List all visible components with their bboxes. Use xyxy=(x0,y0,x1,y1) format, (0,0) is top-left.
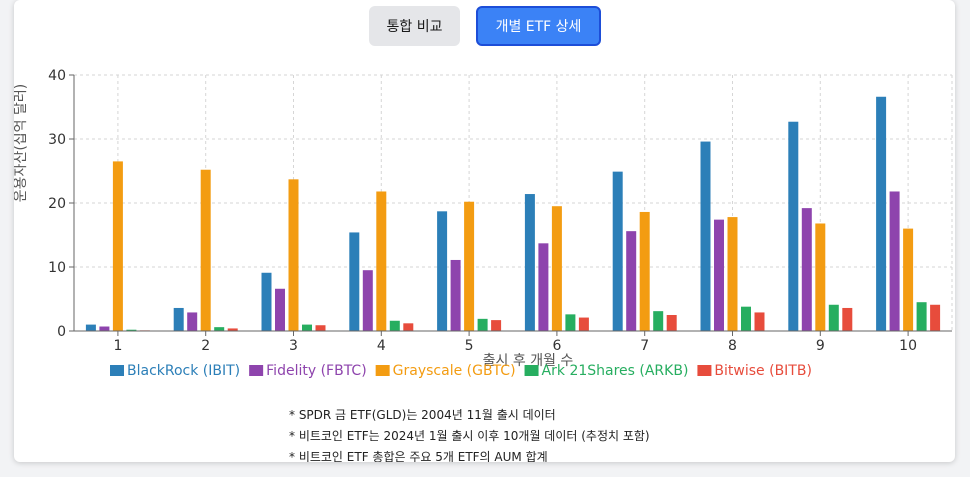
bar-1-9 xyxy=(788,121,799,331)
x-tick-label: 5 xyxy=(465,338,474,354)
bar-3-9 xyxy=(815,223,826,331)
y-tick-label: 0 xyxy=(57,324,66,340)
bar-2-2 xyxy=(187,312,198,331)
x-tick-label: 7 xyxy=(640,338,649,354)
bar-1-10 xyxy=(876,96,887,331)
footnote-gld: * SPDR 금 ETF(GLD)는 2004년 11월 출시 데이터 xyxy=(289,408,556,422)
bar-4-3 xyxy=(302,324,312,331)
bar-4-7 xyxy=(653,311,664,331)
legend-label-3: Grayscale (GBTC) xyxy=(393,363,516,379)
footnotes: * SPDR 금 ETF(GLD)는 2004년 11월 출시 데이터 * 비트… xyxy=(289,405,789,462)
bar-5-4 xyxy=(403,323,414,331)
x-tick-label: 8 xyxy=(728,338,737,354)
legend-label-4: Ark 21Shares (ARKB) xyxy=(542,363,689,379)
bar-2-6 xyxy=(538,243,549,331)
y-tick-label: 40 xyxy=(48,68,66,84)
bar-1-3 xyxy=(261,272,272,331)
tab-combined-comparison[interactable]: 통합 비교 xyxy=(369,6,460,46)
bar-2-1 xyxy=(99,326,110,331)
bar-2-8 xyxy=(714,219,724,331)
x-tick-label: 4 xyxy=(377,338,386,354)
x-tick-label: 3 xyxy=(289,338,298,354)
y-tick-label: 30 xyxy=(48,132,66,148)
bar-3-8 xyxy=(727,217,738,331)
bar-2-10 xyxy=(889,191,900,331)
bar-5-10 xyxy=(930,304,941,331)
bar-4-2 xyxy=(214,327,225,331)
bar-2-4 xyxy=(362,270,373,331)
legend-swatch-3 xyxy=(375,365,390,376)
bar-5-8 xyxy=(754,312,765,331)
bar-1-6 xyxy=(524,194,535,331)
y-axis-title: 운용자산(십억 달러) xyxy=(14,84,29,202)
bar-2-3 xyxy=(275,288,285,331)
x-axis-title: 출시 후 개월 수 xyxy=(483,353,574,369)
x-tick-label: 6 xyxy=(552,338,561,354)
bar-5-6 xyxy=(578,317,589,331)
legend-label-1: BlackRock (IBIT) xyxy=(127,363,240,379)
bar-4-5 xyxy=(477,318,488,331)
legend-label-2: Fidelity (FBTC) xyxy=(266,363,367,379)
bar-1-7 xyxy=(612,171,623,331)
bar-4-6 xyxy=(565,314,576,331)
bar-3-5 xyxy=(464,201,475,331)
x-tick-label: 1 xyxy=(113,338,122,354)
legend-swatch-2 xyxy=(249,365,264,376)
bar-1-8 xyxy=(700,141,711,331)
bar-5-9 xyxy=(842,307,853,331)
legend-swatch-5 xyxy=(697,365,712,376)
bar-4-9 xyxy=(828,304,839,331)
bar-4-1 xyxy=(126,329,137,331)
bar-3-3 xyxy=(288,179,299,331)
chart-card: 통합 비교 개별 ETF 상세 0 10 20 30 40 1 2 3 4 5 6 7 8 9 10 출시 후… xyxy=(14,0,955,462)
bar-5-7 xyxy=(666,315,677,331)
tab-individual-etf-detail[interactable]: 개별 ETF 상세 xyxy=(476,6,601,46)
bar-3-2 xyxy=(200,169,211,331)
legend-label-5: Bitwise (BITB) xyxy=(714,363,812,379)
bar-4-10 xyxy=(916,302,927,331)
bar-2-7 xyxy=(626,231,637,331)
bar-1-5 xyxy=(437,211,448,331)
bar-1-1 xyxy=(85,324,96,331)
x-tick-label: 9 xyxy=(816,338,825,354)
bar-1-2 xyxy=(173,307,184,331)
legend-swatch-4 xyxy=(524,365,539,376)
legend-swatch-1 xyxy=(110,365,124,376)
bar-1-4 xyxy=(349,232,360,331)
bar-2-9 xyxy=(801,208,812,331)
bar-5-3 xyxy=(315,325,326,331)
x-tick-label: 2 xyxy=(201,338,210,354)
y-tick-label: 10 xyxy=(48,260,66,276)
footnote-bitcoin-etf-total: * 비트코인 ETF 총합은 주요 5개 ETF의 AUM 합계 xyxy=(289,450,548,462)
bar-chart: 0 10 20 30 40 1 2 3 4 5 6 7 8 9 10 출시 후 개월 수 운용자산(십억 달러)… xyxy=(14,68,953,379)
bar-2-5 xyxy=(450,259,461,331)
bar-3-1 xyxy=(112,161,123,331)
bar-3-7 xyxy=(639,211,650,331)
x-tick-label: 10 xyxy=(899,338,917,354)
y-tick-label: 20 xyxy=(48,196,66,212)
bar-3-4 xyxy=(376,191,387,331)
bar-3-10 xyxy=(903,228,914,331)
footnote-bitcoin-etf-period: * 비트코인 ETF는 2024년 1월 출시 이후 10개월 데이터 (추정치… xyxy=(289,429,650,443)
bar-4-8 xyxy=(741,306,751,331)
bar-4-4 xyxy=(389,320,400,331)
bar-3-6 xyxy=(551,206,562,331)
bar-5-5 xyxy=(491,320,502,331)
bar-5-2 xyxy=(227,328,238,331)
